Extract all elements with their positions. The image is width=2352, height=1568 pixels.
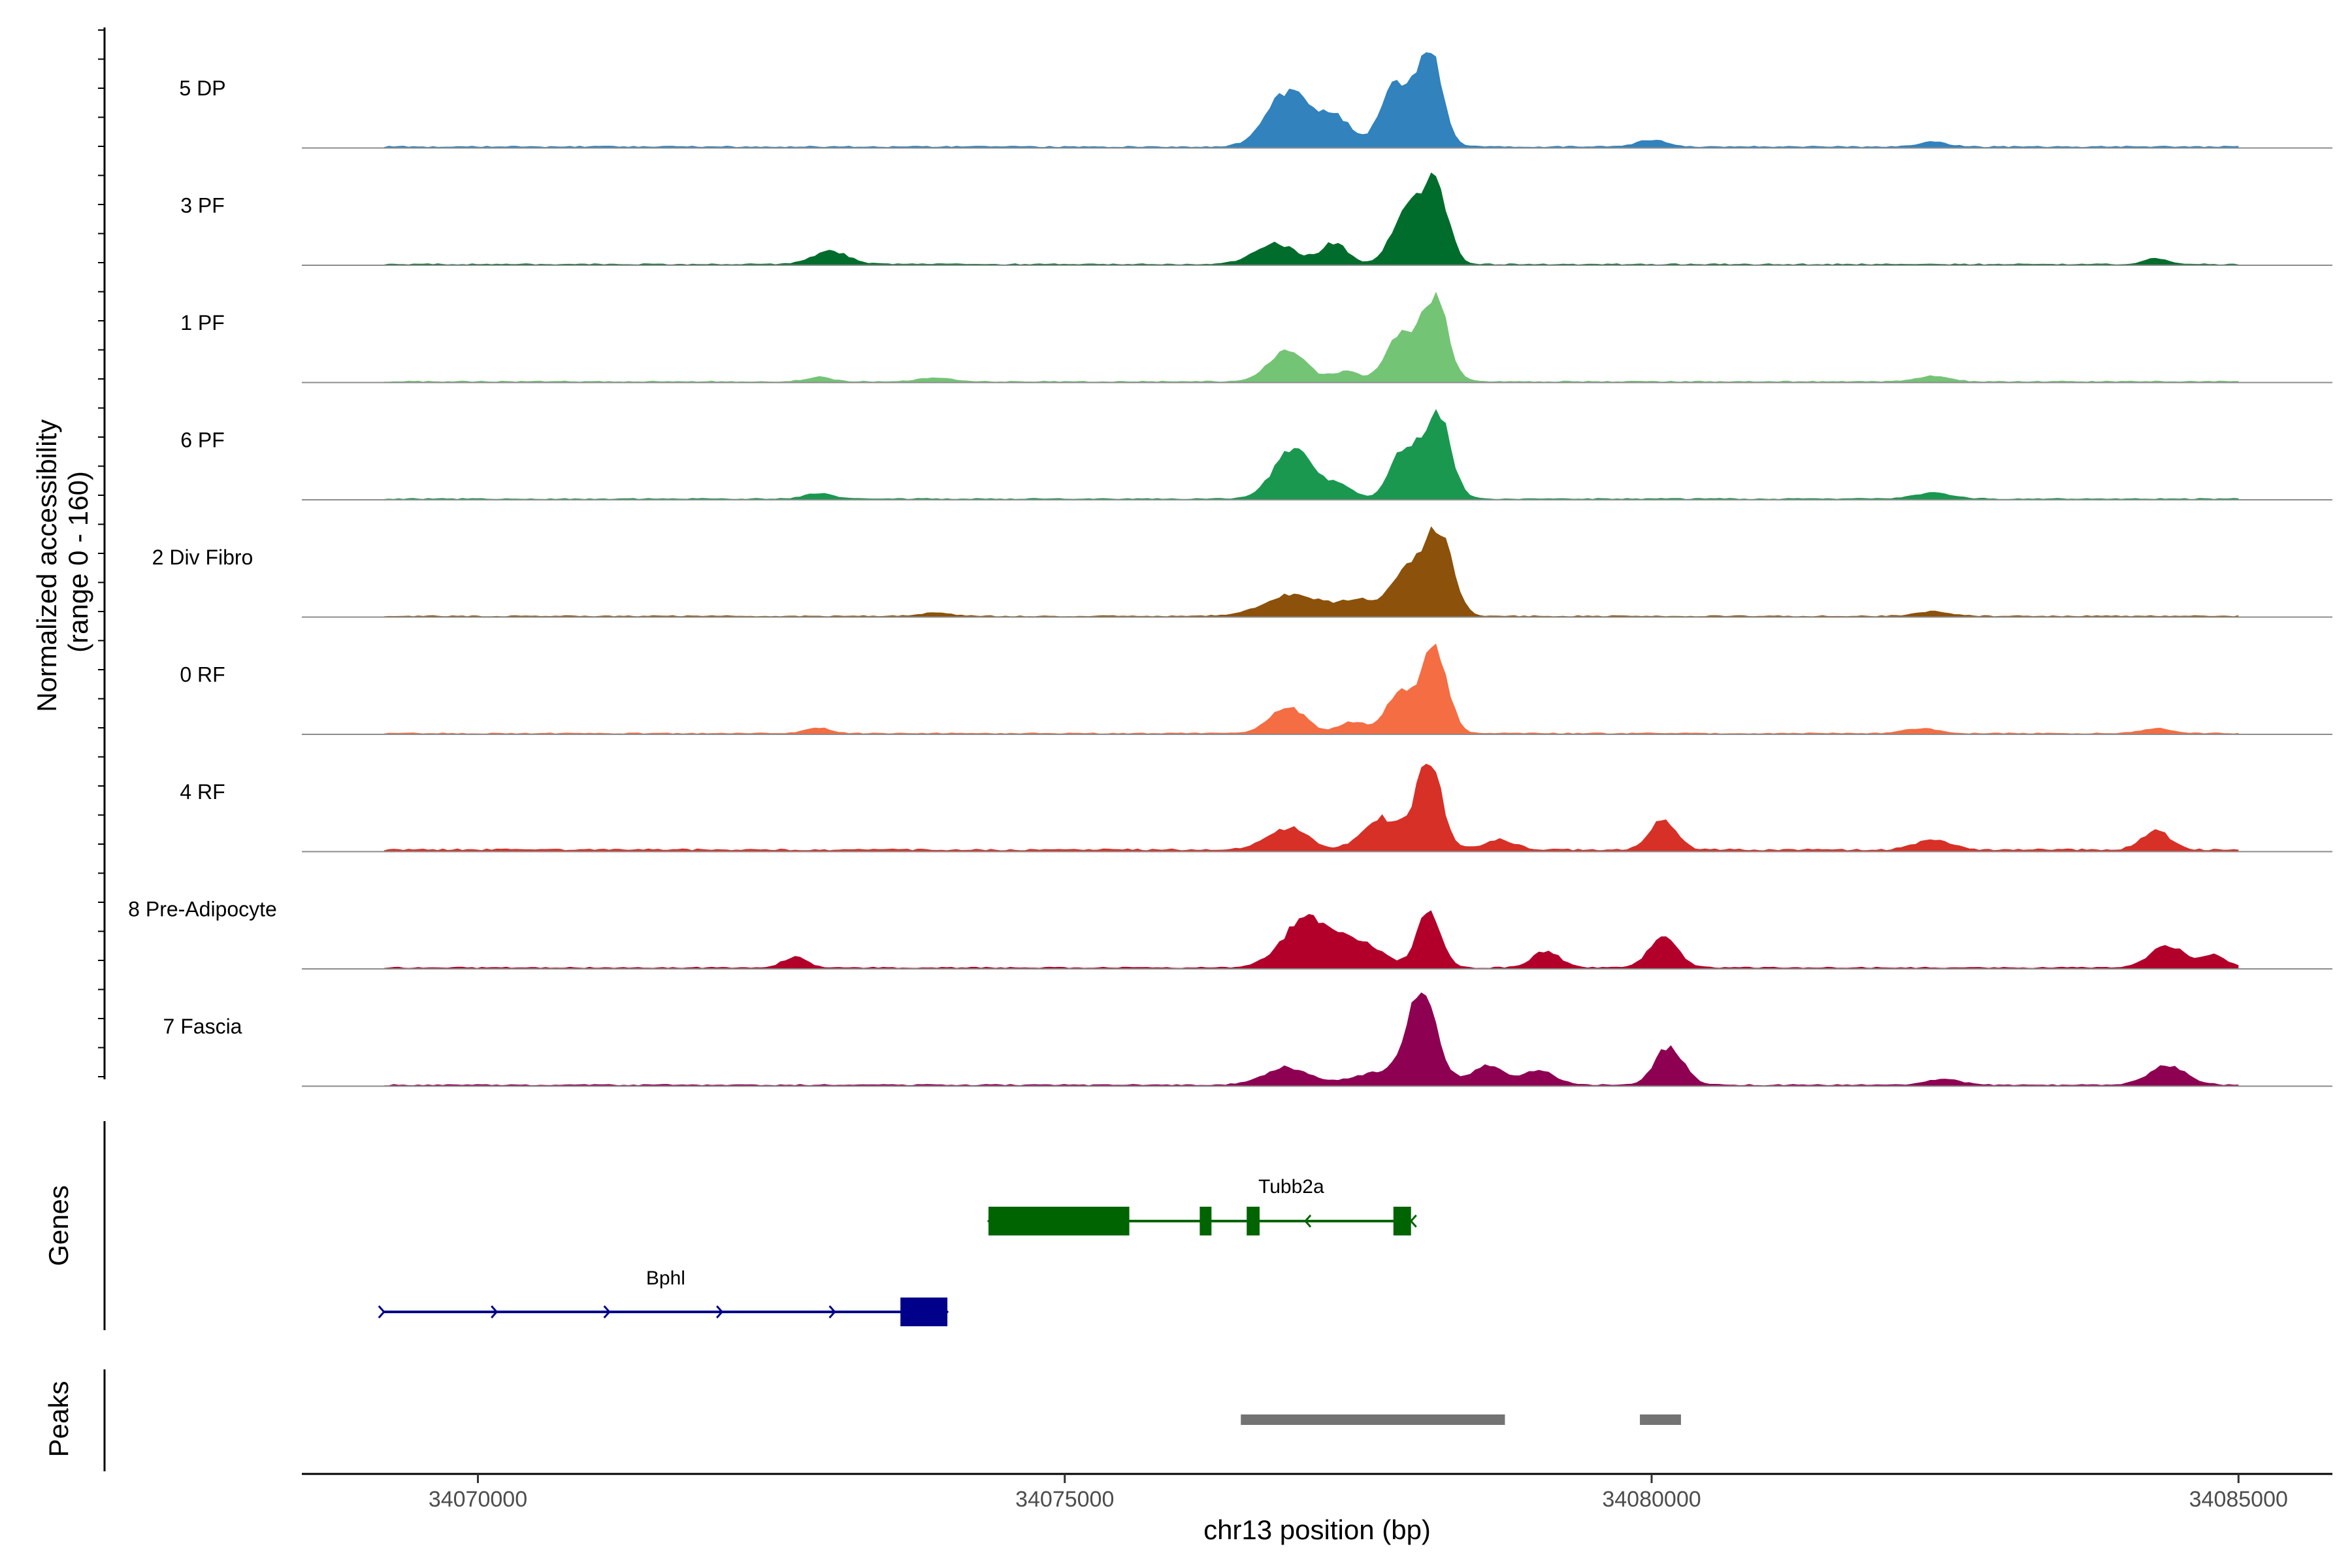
coverage-track-8-pre-adipocyte: 8 Pre-Adipocyte <box>128 898 2332 970</box>
coverage-y-axis-title-line2: (range 0 - 160) <box>63 471 93 653</box>
peaks-panel-title: Peaks <box>43 1381 74 1458</box>
coverage-track-1-pf: 1 PF <box>180 291 2332 384</box>
coverage-y-axis-title: Normalized accessibility (range 0 - 160) <box>31 412 93 712</box>
peaks-panel <box>103 1369 1681 1471</box>
coverage-area <box>384 409 2239 500</box>
x-tick-label: 34085000 <box>2189 1487 2288 1512</box>
gene-strand-arrow <box>378 1305 385 1318</box>
coverage-y-axis-title-line1: Normalized accessibility <box>31 419 62 712</box>
coverage-track-0-rf: 0 RF <box>180 644 2332 735</box>
coverage-y-axis <box>98 27 106 1079</box>
gene-strand-arrow <box>491 1305 498 1318</box>
gene-strand-arrow <box>603 1305 611 1318</box>
gene-exon <box>1247 1207 1260 1235</box>
x-tick-label: 34075000 <box>1015 1487 1114 1512</box>
gene-tubb2a: Tubb2a <box>987 1176 1417 1235</box>
track-label: 4 RF <box>180 780 225 804</box>
coverage-tracks: 5 DP 3 PF 1 PF 6 PF 2 Div Fibro 0 RF 4 RF 8 Pre… <box>128 52 2332 1087</box>
coverage-track-3-pf: 3 PF <box>180 172 2332 266</box>
coverage-area <box>384 910 2239 969</box>
peak-region <box>1640 1414 1681 1425</box>
genes-panel-title: Genes <box>43 1185 74 1266</box>
coverage-track-2-div-fibro: 2 Div Fibro <box>152 526 2332 618</box>
gene-bphl: Bphl <box>378 1267 949 1326</box>
gene-exon <box>1393 1207 1411 1235</box>
track-label: 7 Fascia <box>163 1015 242 1038</box>
coverage-track-7-fascia: 7 Fascia <box>163 992 2332 1087</box>
gene-label: Bphl <box>646 1267 685 1289</box>
x-tick-label: 34080000 <box>1602 1487 1701 1512</box>
track-label: 8 Pre-Adipocyte <box>128 898 277 921</box>
x-axis-title: chr13 position (bp) <box>1203 1514 1431 1545</box>
coverage-area <box>384 52 2239 148</box>
coverage-area <box>384 526 2239 617</box>
track-label: 6 PF <box>180 429 225 452</box>
x-tick-label: 34070000 <box>429 1487 527 1512</box>
coverage-track-4-rf: 4 RF <box>180 764 2332 853</box>
track-label: 0 RF <box>180 663 225 687</box>
track-label: 3 PF <box>180 194 225 218</box>
gene-exon <box>1200 1207 1212 1235</box>
gene-strand-arrow <box>828 1305 836 1318</box>
gene-strand-arrow <box>716 1305 724 1318</box>
gene-strand-arrow <box>1304 1215 1312 1228</box>
track-label: 5 DP <box>179 76 225 100</box>
gene-exon <box>988 1207 1130 1235</box>
x-axis: 34070000 34075000 34080000 34085000 <box>302 1473 2332 1512</box>
peak-region <box>1241 1414 1505 1425</box>
gene-label: Tubb2a <box>1258 1176 1324 1198</box>
coverage-track-6-pf: 6 PF <box>180 409 2332 500</box>
track-label: 2 Div Fibro <box>152 546 253 569</box>
genes-panel: Tubb2a Bphl <box>103 1121 1417 1330</box>
coverage-track-5-dp: 5 DP <box>179 52 2332 149</box>
gene-exon <box>900 1298 948 1326</box>
track-label: 1 PF <box>180 311 225 335</box>
